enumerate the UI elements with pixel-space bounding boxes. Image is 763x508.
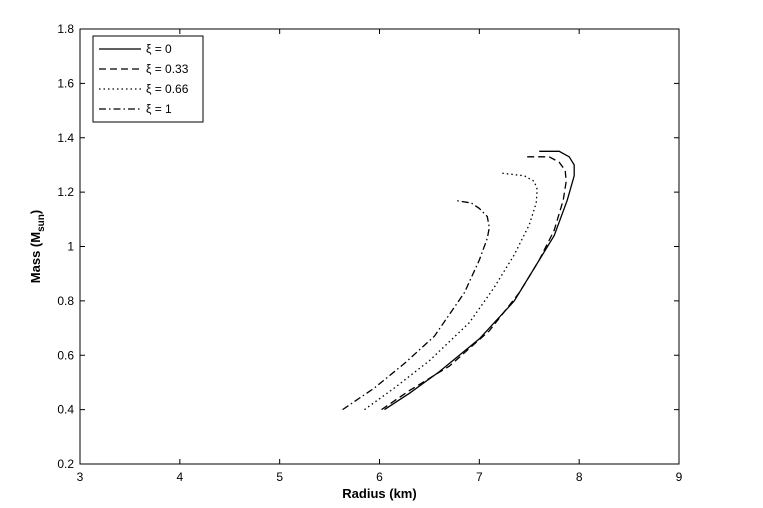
legend-box: [92, 35, 204, 123]
y-tick-label: 0.4: [57, 403, 74, 417]
axis-ticks: 3 4 5 6 7 8 9 0.2 0.4 0.6 0.8 1 1.2 1.4 1.6 1.8: [57, 22, 682, 484]
x-axis-label: Radius (km): [342, 486, 416, 501]
y-tick-label: 0.8: [57, 294, 74, 308]
legend-label: ξ = 1: [146, 102, 172, 116]
x-tick-label: 7: [476, 470, 483, 484]
legend-label: ξ = 0.33: [146, 62, 189, 76]
x-tick-label: 8: [576, 470, 583, 484]
y-tick-label: 1.4: [57, 131, 74, 145]
y-tick-label: 1: [67, 240, 74, 254]
x-tick-label: 4: [176, 470, 183, 484]
y-tick-label: 1.2: [57, 185, 74, 199]
y-tick-label: 1.6: [57, 76, 74, 90]
legend-label: ξ = 0.66: [146, 82, 189, 96]
legend-label: ξ = 0: [146, 42, 172, 56]
y-tick-label: 0.6: [57, 348, 74, 362]
y-tick-label: 1.8: [57, 22, 74, 36]
y-tick-label: 0.2: [57, 457, 74, 471]
y-axis-label-end: ): [28, 210, 43, 214]
series-line-3: [342, 199, 490, 411]
y-axis-label-main: Mass (M: [28, 232, 43, 283]
x-tick-label: 9: [676, 470, 683, 484]
x-tick-label: 3: [77, 470, 84, 484]
x-tick-label: 5: [276, 470, 283, 484]
series-layer: [342, 150, 575, 411]
series-line-2: [364, 172, 538, 411]
legend: ξ = 0 ξ = 0.33 ξ = 0.66 ξ = 1: [92, 35, 204, 123]
y-axis-label-subscript: sun: [36, 214, 47, 232]
y-axis-label: Mass (Msun): [28, 210, 47, 283]
x-tick-label: 6: [376, 470, 383, 484]
series-line-1: [381, 156, 567, 411]
